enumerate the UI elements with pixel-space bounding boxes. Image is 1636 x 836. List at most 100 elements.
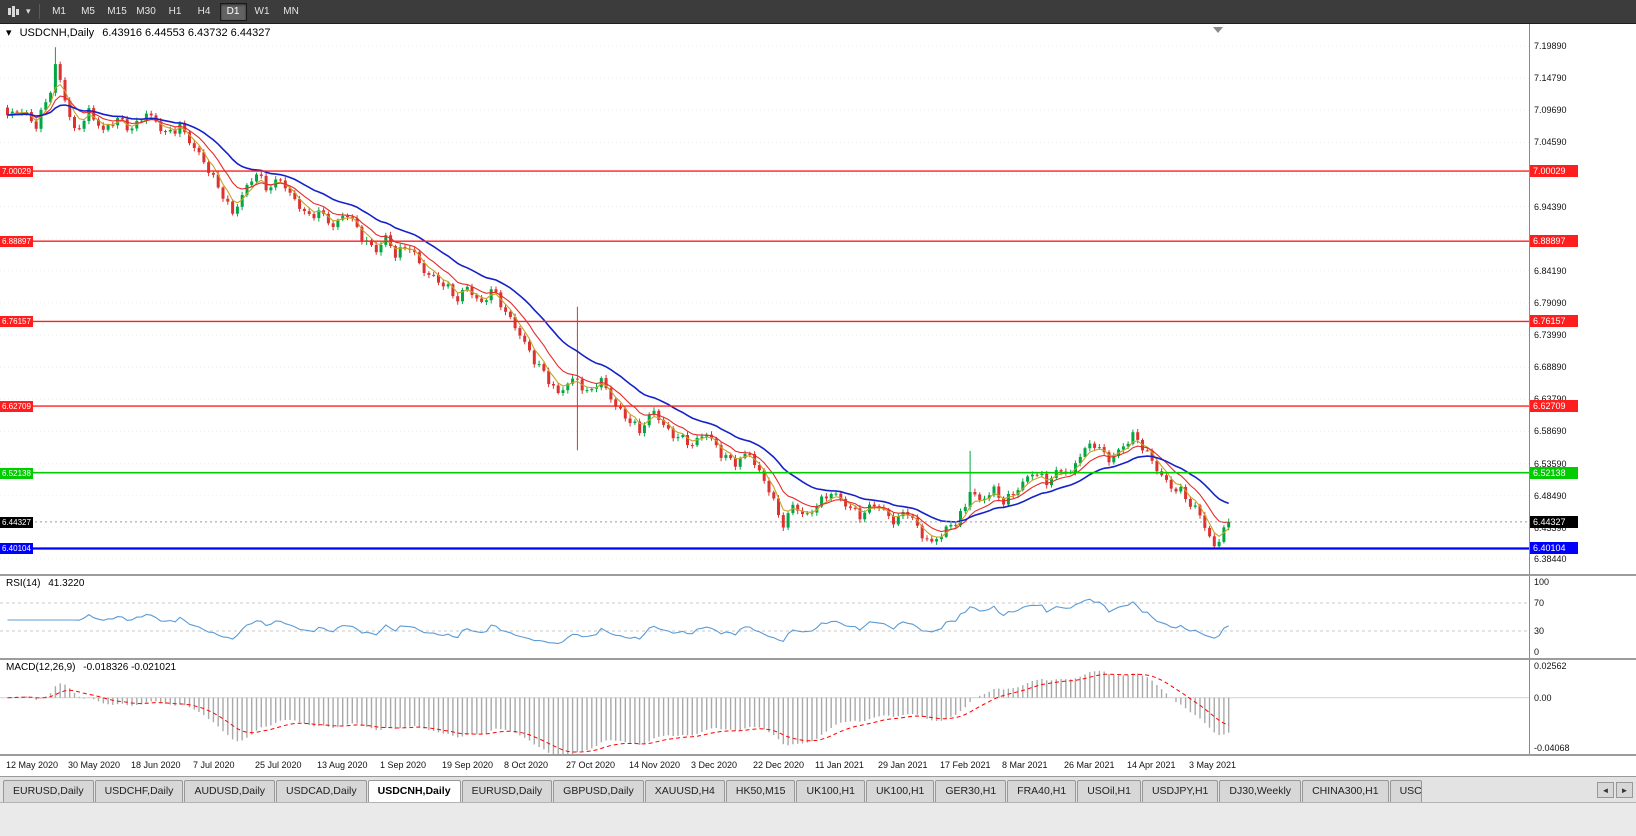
rsi-tick-label: 70 xyxy=(1534,598,1545,608)
hline-left-tag: 6.62709 xyxy=(0,401,33,412)
chart-tab-GBPUSD-Daily[interactable]: GBPUSD,Daily xyxy=(553,780,644,802)
macd-canvas xyxy=(0,670,1529,754)
date-axis-label: 8 Oct 2020 xyxy=(504,760,549,770)
price-tick-label: 7.14790 xyxy=(1534,73,1567,83)
chart-symbol-label: USDCNH,Daily xyxy=(19,27,95,39)
date-axis-label: 26 Mar 2021 xyxy=(1064,760,1115,770)
price-chart-plot[interactable]: ▾ USDCNH,Daily 6.43916 6.44553 6.43732 6… xyxy=(0,24,1530,574)
date-axis-label: 3 May 2021 xyxy=(1189,760,1237,770)
rsi-label: RSI(14) 41.3220 xyxy=(6,578,84,589)
date-axis-label: 1 Sep 2020 xyxy=(380,760,427,770)
chart-tab-USDJPY-H1[interactable]: USDJPY,H1 xyxy=(1141,780,1219,802)
price-tick-label: 6.94390 xyxy=(1534,202,1567,212)
price-chart-pane: ▾ USDCNH,Daily 6.43916 6.44553 6.43732 6… xyxy=(0,24,1636,574)
date-axis-label: 7 Jul 2020 xyxy=(193,760,235,770)
pane-resize-divider[interactable] xyxy=(0,658,1636,660)
chart-tab-USC[interactable]: USC xyxy=(1389,780,1422,802)
date-axis-label: 13 Aug 2020 xyxy=(317,760,368,770)
timeframe-toolbar: ▾ M1 M5 M15 M30 H1 H4 D1 W1 MN xyxy=(0,0,1636,24)
tab-scroll-buttons: ◄ ► xyxy=(1597,782,1633,802)
timeframe-button-M30[interactable]: M30 xyxy=(136,5,156,17)
status-bar xyxy=(0,802,1636,836)
tab-scroll-left-button[interactable]: ◄ xyxy=(1597,782,1614,798)
chart-tab-USDCNH-Daily[interactable]: USDCNH,Daily xyxy=(367,780,461,802)
pane-resize-divider[interactable] xyxy=(0,574,1636,576)
rsi-tick-label: 0 xyxy=(1534,647,1540,657)
date-axis-label: 25 Jul 2020 xyxy=(255,760,302,770)
timeframe-button-M1[interactable]: M1 xyxy=(52,5,66,17)
rsi-plot[interactable]: RSI(14) 41.3220 xyxy=(0,576,1530,658)
hline-left-tag: 6.76157 xyxy=(0,316,33,327)
chart-tab-EURUSD-Daily[interactable]: EURUSD,Daily xyxy=(461,780,553,802)
chart-shift-marker[interactable] xyxy=(1213,27,1223,33)
chart-tab-bar: EURUSD,Daily USDCHF,Daily AUDUSD,Daily USDC… xyxy=(0,776,1636,802)
timeframe-button-M5[interactable]: M5 xyxy=(81,5,95,17)
timeframe-button-H4[interactable]: H4 xyxy=(197,5,211,17)
pane-resize-divider[interactable] xyxy=(0,754,1636,756)
chart-tab-UK100-H1[interactable]: UK100,H1 xyxy=(865,780,935,802)
timeframe-button-W1[interactable]: W1 xyxy=(254,5,270,17)
timeframe-button-D1[interactable]: D1 xyxy=(219,2,247,21)
hline-price-tag: 6.40104 xyxy=(1530,542,1578,554)
time-axis[interactable]: 12 May 2020 30 May 2020 18 Jun 2020 7 Jul 2… xyxy=(0,756,1636,776)
hline-left-tag: 6.52138 xyxy=(0,468,33,479)
price-axis[interactable]: 7.198907.147907.096907.045906.994906.943… xyxy=(1530,24,1636,574)
date-axis-label: 12 May 2020 xyxy=(6,760,59,770)
price-tick-label: 6.79090 xyxy=(1534,298,1567,308)
caret-down-icon[interactable]: ▾ xyxy=(26,6,31,16)
timeframe-button-H1[interactable]: H1 xyxy=(168,5,182,17)
hline-price-tag: 6.76157 xyxy=(1530,315,1578,327)
macd-tick-label: 0.02562 xyxy=(1534,661,1567,671)
hline-left-tag: 7.00029 xyxy=(0,166,33,177)
price-tick-label: 7.04590 xyxy=(1534,137,1567,147)
date-axis-label: 8 Mar 2021 xyxy=(1002,760,1048,770)
chart-ohlc-values: 6.43916 6.44553 6.43732 6.44327 xyxy=(102,27,271,39)
chart-tab-USOil-H1[interactable]: USOil,H1 xyxy=(1077,780,1141,802)
hline-price-tag: 6.52138 xyxy=(1530,467,1578,479)
price-tick-label: 6.68890 xyxy=(1534,362,1567,372)
rsi-indicator-name: RSI(14) xyxy=(6,578,41,589)
hline-price-tag: 7.00029 xyxy=(1530,165,1578,177)
chart-tab-FRA40-H1[interactable]: FRA40,H1 xyxy=(1007,780,1077,802)
chart-title: ▾ USDCNH,Daily 6.43916 6.44553 6.43732 6… xyxy=(6,26,270,39)
price-tick-label: 7.19890 xyxy=(1534,41,1567,51)
chart-tab-DJ30-Weekly[interactable]: DJ30,Weekly xyxy=(1219,780,1302,802)
chart-type-icon[interactable] xyxy=(5,3,22,21)
date-axis-label: 14 Nov 2020 xyxy=(629,760,681,770)
chart-tab-USDCAD-Daily[interactable]: USDCAD,Daily xyxy=(276,780,367,802)
date-axis-label: 17 Feb 2021 xyxy=(940,760,991,770)
price-tick-label: 6.73990 xyxy=(1534,330,1567,340)
price-tick-label: 6.48490 xyxy=(1534,491,1567,501)
chart-tab-XAUUSD-H4[interactable]: XAUUSD,H4 xyxy=(644,780,725,802)
candlestick-glyph xyxy=(7,5,20,18)
chart-tab-USDCHF-Daily[interactable]: USDCHF,Daily xyxy=(94,780,184,802)
price-tick-label: 6.84190 xyxy=(1534,266,1567,276)
rsi-canvas xyxy=(0,598,1529,645)
date-axis-label: 18 Jun 2020 xyxy=(131,760,181,770)
chart-tab-CHINA300-H1[interactable]: CHINA300,H1 xyxy=(1302,780,1389,802)
chart-tab-EURUSD-Daily[interactable]: EURUSD,Daily xyxy=(3,780,94,802)
date-axis-label: 27 Oct 2020 xyxy=(566,760,616,770)
hline-price-tag: 6.88897 xyxy=(1530,235,1578,247)
tab-scroll-right-button[interactable]: ► xyxy=(1616,782,1633,798)
date-axis-label: 22 Dec 2020 xyxy=(753,760,805,770)
chart-tab-AUDUSD-Daily[interactable]: AUDUSD,Daily xyxy=(184,780,276,802)
timeframe-button-MN[interactable]: MN xyxy=(283,5,299,17)
hline-price-tag: 6.62709 xyxy=(1530,400,1578,412)
chart-tab-GER30-H1[interactable]: GER30,H1 xyxy=(935,780,1007,802)
date-axis-label: 3 Dec 2020 xyxy=(691,760,738,770)
timeframe-buttons-group: M1 M5 M15 M30 H1 H4 D1 W1 MN xyxy=(46,2,305,21)
price-tick-label: 7.09690 xyxy=(1534,105,1567,115)
chart-tab-UK100-H1[interactable]: UK100,H1 xyxy=(796,780,865,802)
rsi-pane: RSI(14) 41.3220 100 70 30 0 xyxy=(0,576,1636,658)
date-axis-label: 30 May 2020 xyxy=(68,760,121,770)
timeframe-button-M15[interactable]: M15 xyxy=(107,5,127,17)
macd-tick-label: 0.00 xyxy=(1534,693,1552,703)
macd-plot[interactable]: MACD(12,26,9) -0.018326 -0.021021 xyxy=(0,660,1530,754)
macd-axis: 0.02562 0.00 -0.04068 xyxy=(1530,660,1636,754)
hline-left-tag: 6.88897 xyxy=(0,236,33,247)
macd-indicator-name: MACD(12,26,9) xyxy=(6,662,76,673)
chart-tab-HK50-M15[interactable]: HK50,M15 xyxy=(725,780,796,802)
chart-dropdown-arrow-icon[interactable]: ▾ xyxy=(6,27,12,39)
